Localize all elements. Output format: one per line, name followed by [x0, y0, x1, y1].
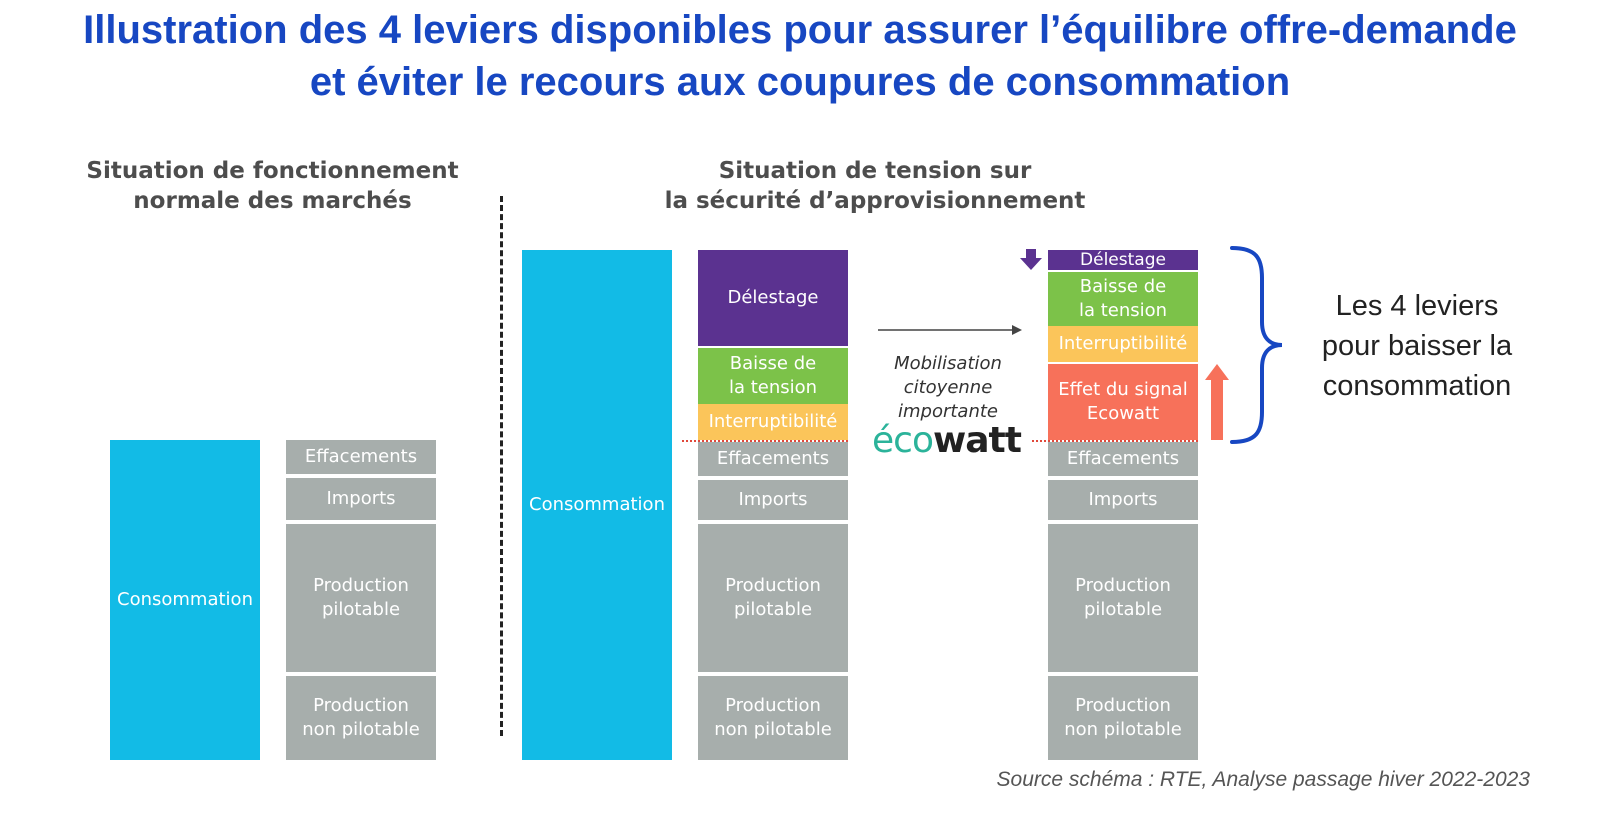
middle-production-non-pilotable-line-1: Production: [725, 695, 821, 716]
left-heading-line-1: Situation de fonctionnement: [86, 158, 459, 184]
middle-baisse-tension-block: Baisse de la tension: [698, 348, 848, 404]
ecowatt-up-arrow-icon: [1205, 364, 1229, 440]
left-effacements-label: Effacements: [304, 446, 418, 467]
panel-divider: [500, 196, 503, 736]
left-production-pilotable-block: Production pilotable: [286, 524, 436, 672]
final-production-pilotable-block: Production pilotable: [1048, 524, 1198, 672]
final-effacements-label: Effacements: [1066, 448, 1180, 469]
middle-production-non-pilotable-line-2: non pilotable: [714, 719, 832, 740]
final-ecowatt-effect-block: Effet du signal Ecowatt: [1048, 364, 1198, 440]
middle-delestage-block: Délestage: [698, 250, 848, 346]
delestage-down-arrow-icon: [1020, 249, 1042, 270]
left-effacements-block: Effacements: [286, 440, 436, 474]
left-production-pilotable-line-2: pilotable: [321, 599, 401, 620]
left-production-non-pilotable-line-2: non pilotable: [302, 719, 420, 740]
final-reference-line: [1032, 440, 1198, 442]
middle-imports-label: Imports: [738, 489, 808, 510]
left-production-pilotable-line-1: Production: [313, 575, 409, 596]
right-panel-heading: Situation de tension sur la sécurité d’a…: [600, 156, 1150, 216]
middle-reference-line: [682, 440, 848, 442]
final-delestage-block: Délestage: [1048, 250, 1198, 270]
levers-line-3: consommation: [1322, 370, 1512, 402]
final-ecowatt-effect-line-2: Ecowatt: [1086, 403, 1160, 424]
left-production-non-pilotable-block: Production non pilotable: [286, 676, 436, 760]
page-title-line-2: et éviter le recours aux coupures de con…: [309, 60, 1291, 104]
ecowatt-logo-part-2: watt: [932, 420, 1022, 461]
middle-production-pilotable-block: Production pilotable: [698, 524, 848, 672]
mobilisation-line-1: Mobilisation: [894, 353, 1002, 374]
left-consumption-bar: Consommation: [110, 440, 260, 760]
final-imports-block: Imports: [1048, 480, 1198, 520]
final-ecowatt-effect-line-1: Effet du signal: [1058, 379, 1188, 400]
middle-production-non-pilotable-block: Production non pilotable: [698, 676, 848, 760]
final-production-non-pilotable-block: Production non pilotable: [1048, 676, 1198, 760]
ecowatt-logo-part-1: éco: [872, 420, 934, 461]
final-interruptibilite-block: Interruptibilité: [1048, 326, 1198, 362]
final-delestage-label: Délestage: [1080, 250, 1166, 270]
left-production-non-pilotable-line-1: Production: [313, 695, 409, 716]
final-production-non-pilotable-line-1: Production: [1075, 695, 1171, 716]
final-baisse-tension-line-1: Baisse de: [1079, 276, 1167, 297]
middle-effacements-block: Effacements: [698, 442, 848, 476]
final-baisse-tension-block: Baisse de la tension: [1048, 272, 1198, 326]
left-heading-line-2: normale des marchés: [133, 188, 412, 214]
middle-production-pilotable-line-2: pilotable: [733, 599, 813, 620]
right-consumption-label: Consommation: [529, 494, 665, 515]
transition-arrow-icon: [878, 325, 1022, 335]
left-imports-label: Imports: [326, 488, 396, 509]
final-interruptibilite-label: Interruptibilité: [1058, 333, 1188, 354]
final-imports-label: Imports: [1088, 489, 1158, 510]
left-imports-block: Imports: [286, 478, 436, 520]
final-production-pilotable-line-1: Production: [1075, 575, 1171, 596]
left-consumption-label: Consommation: [117, 589, 253, 610]
middle-effacements-label: Effacements: [716, 448, 830, 469]
middle-delestage-label: Délestage: [727, 287, 819, 308]
levers-brace-icon: [1230, 246, 1283, 444]
middle-baisse-tension-line-2: la tension: [728, 377, 818, 398]
source-note: Source schéma : RTE, Analyse passage hiv…: [996, 768, 1530, 791]
final-baisse-tension-line-2: la tension: [1078, 300, 1168, 321]
mobilisation-line-3: importante: [897, 401, 998, 422]
right-consumption-bar: Consommation: [522, 250, 672, 760]
final-production-pilotable-line-2: pilotable: [1083, 599, 1163, 620]
final-production-non-pilotable-line-2: non pilotable: [1064, 719, 1182, 740]
levers-line-2: pour baisser la: [1321, 330, 1513, 362]
left-panel-heading: Situation de fonctionnement normale des …: [40, 156, 505, 216]
levers-line-1: Les 4 leviers: [1335, 290, 1499, 322]
ecowatt-logo: écowatt: [872, 420, 1022, 461]
mobilisation-line-2: citoyenne: [903, 377, 993, 398]
middle-baisse-tension-line-1: Baisse de: [729, 353, 817, 374]
middle-interruptibilite-block: Interruptibilité: [698, 404, 848, 440]
middle-interruptibilite-label: Interruptibilité: [708, 411, 838, 432]
mobilisation-text: Mobilisation citoyenne importante: [868, 352, 1028, 424]
levers-label: Les 4 leviers pour baisser la consommati…: [1292, 286, 1542, 406]
page-title-line-1: Illustration des 4 leviers disponibles p…: [83, 8, 1517, 52]
right-heading-line-2: la sécurité d’approvisionnement: [664, 188, 1086, 214]
middle-production-pilotable-line-1: Production: [725, 575, 821, 596]
right-heading-line-1: Situation de tension sur: [718, 158, 1032, 184]
middle-imports-block: Imports: [698, 480, 848, 520]
final-effacements-block: Effacements: [1048, 442, 1198, 476]
